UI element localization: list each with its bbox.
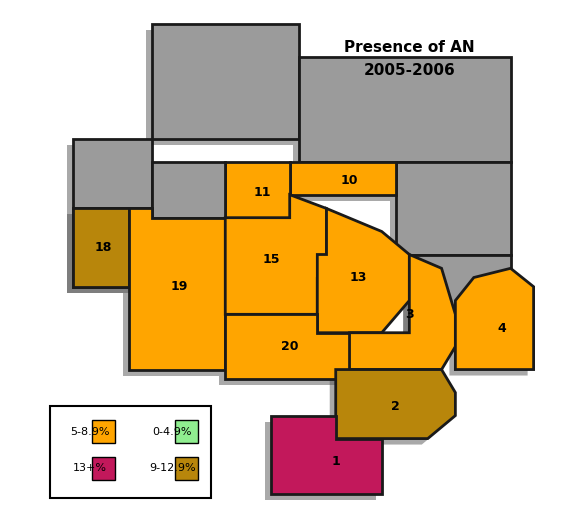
Polygon shape — [404, 261, 505, 338]
Polygon shape — [330, 376, 450, 444]
Bar — [175, 420, 197, 443]
Polygon shape — [409, 254, 510, 333]
Polygon shape — [74, 209, 128, 287]
Polygon shape — [395, 162, 510, 254]
Polygon shape — [123, 214, 219, 376]
Polygon shape — [317, 209, 409, 333]
Polygon shape — [67, 214, 123, 293]
Polygon shape — [219, 168, 284, 223]
Text: 4: 4 — [497, 322, 506, 334]
Polygon shape — [67, 146, 145, 214]
Text: 18: 18 — [95, 241, 112, 254]
Polygon shape — [336, 370, 456, 439]
Text: 3: 3 — [405, 308, 413, 321]
Polygon shape — [225, 162, 290, 218]
Bar — [175, 457, 197, 480]
Text: 10: 10 — [341, 175, 358, 187]
Polygon shape — [456, 268, 534, 370]
Polygon shape — [74, 209, 152, 287]
Polygon shape — [299, 56, 510, 162]
Bar — [92, 420, 115, 443]
Bar — [92, 457, 115, 480]
Polygon shape — [343, 261, 450, 376]
Text: 1: 1 — [331, 455, 340, 468]
Text: 20: 20 — [281, 340, 298, 353]
Text: 19: 19 — [171, 280, 188, 293]
Text: 11: 11 — [253, 186, 271, 199]
Polygon shape — [219, 201, 321, 320]
Polygon shape — [265, 421, 376, 500]
Polygon shape — [145, 168, 219, 223]
Polygon shape — [311, 214, 404, 338]
Polygon shape — [219, 320, 343, 385]
Text: 5-8.9%: 5-8.9% — [69, 427, 109, 437]
Text: 15: 15 — [263, 252, 280, 266]
Polygon shape — [67, 214, 145, 293]
Polygon shape — [284, 168, 390, 201]
Polygon shape — [145, 31, 293, 146]
Text: 2: 2 — [391, 400, 400, 413]
Text: 9-12.9%: 9-12.9% — [149, 464, 196, 473]
Polygon shape — [74, 139, 152, 209]
Polygon shape — [290, 162, 395, 194]
Polygon shape — [152, 24, 299, 139]
Polygon shape — [225, 194, 326, 315]
Polygon shape — [293, 63, 505, 168]
Text: 0-4.9%: 0-4.9% — [152, 427, 192, 437]
Polygon shape — [272, 415, 382, 494]
Text: 2005-2006: 2005-2006 — [363, 63, 455, 78]
Polygon shape — [152, 162, 225, 218]
Polygon shape — [128, 209, 225, 370]
Polygon shape — [350, 254, 456, 370]
Text: 13+%: 13+% — [72, 464, 106, 473]
Polygon shape — [450, 274, 527, 376]
Text: Presence of AN: Presence of AN — [344, 40, 475, 55]
Text: 13: 13 — [350, 271, 367, 284]
Polygon shape — [225, 315, 350, 379]
Polygon shape — [390, 168, 505, 261]
Bar — [50, 406, 211, 498]
